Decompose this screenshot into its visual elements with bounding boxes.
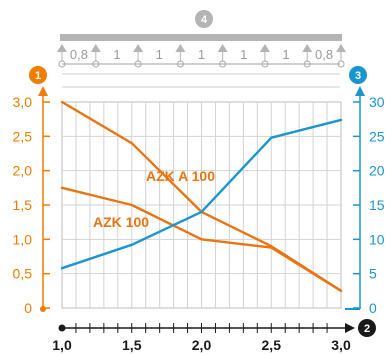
badge-left-axis-label: 1 xyxy=(35,70,41,82)
support-triangle xyxy=(133,44,144,52)
badge-left-axis xyxy=(29,66,47,84)
left-axis-arrowhead xyxy=(38,86,48,96)
left-tick-label: 0,5 xyxy=(13,266,33,282)
right-tick-label: 25 xyxy=(369,128,385,144)
left-tick-label: 1,0 xyxy=(13,231,33,247)
bottom-tick-label: 1,0 xyxy=(52,337,72,353)
span-label: 1 xyxy=(198,47,205,62)
bottom-tick-label: 2,5 xyxy=(262,337,282,353)
left-tick-label: 0 xyxy=(24,300,32,316)
right-axis-ticks: 0 5 10 15 20 25 30 xyxy=(353,94,385,316)
support-triangle xyxy=(175,44,186,52)
left-tick-label: 2,5 xyxy=(13,128,33,144)
support-triangle xyxy=(57,44,67,52)
span-label: 1 xyxy=(113,47,120,62)
span-label: 0,8 xyxy=(70,47,88,62)
left-axis: 1 0 0,5 1,0 1,5 2,0 2,5 3,0 xyxy=(13,66,50,316)
left-axis-origin-dot xyxy=(40,306,46,312)
bottom-tick-label: 2,0 xyxy=(192,337,212,353)
right-axis: 3 0 5 10 15 20 25 30 xyxy=(345,66,385,316)
support-triangle xyxy=(336,44,346,52)
support-triangle xyxy=(259,44,270,52)
beam xyxy=(60,34,342,41)
span-label: 1 xyxy=(240,47,247,62)
right-tick-label: 10 xyxy=(369,231,385,247)
left-tick-label: 3,0 xyxy=(13,94,33,110)
support-diagram: 4 0,8 1 1 1 1 1 0,8 xyxy=(57,10,346,88)
left-axis-ticks: 0 0,5 1,0 1,5 2,0 2,5 3,0 xyxy=(13,94,50,316)
series-line-1 xyxy=(60,186,343,292)
badge-x-axis-label: 2 xyxy=(364,323,370,335)
bottom-tick-label: 1,5 xyxy=(122,337,142,353)
span-label: 1 xyxy=(282,47,289,62)
bottom-axis-arrowhead xyxy=(345,323,355,333)
series-group xyxy=(60,100,343,292)
support-triangle xyxy=(217,44,228,52)
bottom-axis-origin-dot xyxy=(58,324,66,332)
bottom-axis: 2 1,0 1,5 2,0 2,5 3,0 xyxy=(52,319,376,353)
left-tick-label: 1,5 xyxy=(13,197,33,213)
right-tick-label: 20 xyxy=(369,163,385,179)
grid xyxy=(62,102,341,308)
badge-support-diagram xyxy=(195,10,213,28)
span-label: 1 xyxy=(156,47,163,62)
badge-right-axis-label: 3 xyxy=(355,70,361,82)
badge-right-axis xyxy=(349,66,367,84)
series-label-azk-100: AZK 100 xyxy=(93,214,149,230)
badge-x-axis xyxy=(358,319,376,337)
span-label: 0,8 xyxy=(315,47,333,62)
badge-support-diagram-label: 4 xyxy=(201,14,208,26)
span-labels: 0,8 1 1 1 1 1 0,8 xyxy=(70,47,333,62)
right-axis-arrowhead xyxy=(355,86,365,96)
left-tick-label: 2,0 xyxy=(13,163,33,179)
bottom-tick-label: 3,0 xyxy=(331,337,351,353)
right-tick-label: 0 xyxy=(369,300,377,316)
right-tick-label: 15 xyxy=(369,197,385,213)
series-line-2 xyxy=(60,118,343,270)
right-tick-label: 5 xyxy=(369,266,377,282)
series-label-azk-a-100: AZK A 100 xyxy=(146,168,215,184)
right-tick-label: 30 xyxy=(369,94,385,110)
bottom-axis-ticks: 1,0 1,5 2,0 2,5 3,0 xyxy=(52,323,351,353)
support-triangle xyxy=(302,44,313,52)
support-triangle xyxy=(90,44,101,52)
